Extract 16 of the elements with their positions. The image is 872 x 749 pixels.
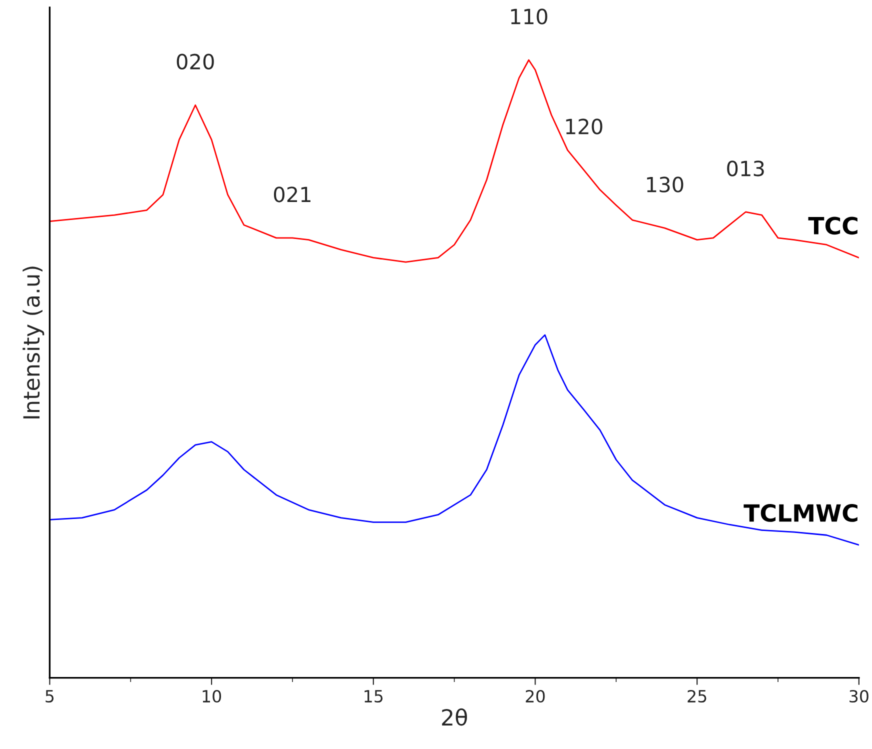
series-label: TCLMWC [744,504,858,522]
series-label: TCC [808,216,858,235]
x-tick-label: 15 [364,690,383,703]
x-tick-label: 10 [202,690,222,703]
annotation: 120 [566,118,602,134]
annotation: 110 [511,8,548,24]
x-tick-label: 5 [46,690,54,703]
y-axis-title: Intensity (a.u) [22,266,44,418]
x-tick-label: 20 [526,690,545,703]
x-axis-title: 2θ [442,708,467,726]
x-tick-label: 30 [850,690,868,703]
x-tick-label: 25 [688,690,706,703]
annotation: 130 [647,176,684,192]
annotation: 021 [274,186,310,202]
annotation: 013 [727,160,764,176]
annotation: 020 [176,54,214,70]
